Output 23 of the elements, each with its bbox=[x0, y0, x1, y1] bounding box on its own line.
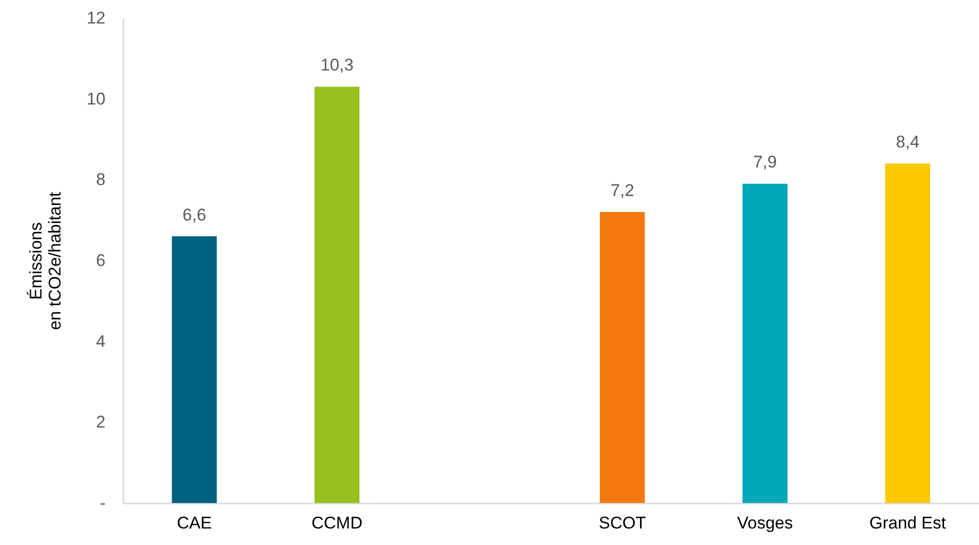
bar bbox=[885, 164, 930, 503]
data-label: 7,2 bbox=[610, 181, 634, 200]
y-axis-title: Émissions en tCO2e/habitant bbox=[26, 192, 65, 330]
x-tick-label: SCOT bbox=[598, 514, 646, 532]
y-tick-label: 12 bbox=[86, 8, 106, 28]
bar bbox=[600, 212, 645, 503]
y-tick-label: 6 bbox=[96, 251, 106, 270]
x-tick-label: Vosges bbox=[737, 514, 793, 532]
bar bbox=[314, 86, 360, 503]
x-tick-label: CCMD bbox=[312, 514, 362, 532]
y-tick-label: 10 bbox=[86, 89, 106, 108]
x-tick-label: CAE bbox=[176, 514, 212, 532]
bar bbox=[172, 236, 217, 503]
y-tick-label: 8 bbox=[96, 170, 106, 190]
data-label: 6,6 bbox=[182, 205, 206, 224]
y-tick-label: 4 bbox=[96, 332, 106, 351]
x-tick-label: Grand Est bbox=[869, 514, 946, 532]
data-label: 7,9 bbox=[753, 152, 777, 172]
y-tick-label: 2 bbox=[96, 412, 106, 432]
data-label: 10,3 bbox=[320, 56, 354, 75]
y-tick-label: - bbox=[100, 494, 106, 512]
data-label: 8,4 bbox=[896, 132, 920, 152]
bar bbox=[742, 184, 788, 503]
